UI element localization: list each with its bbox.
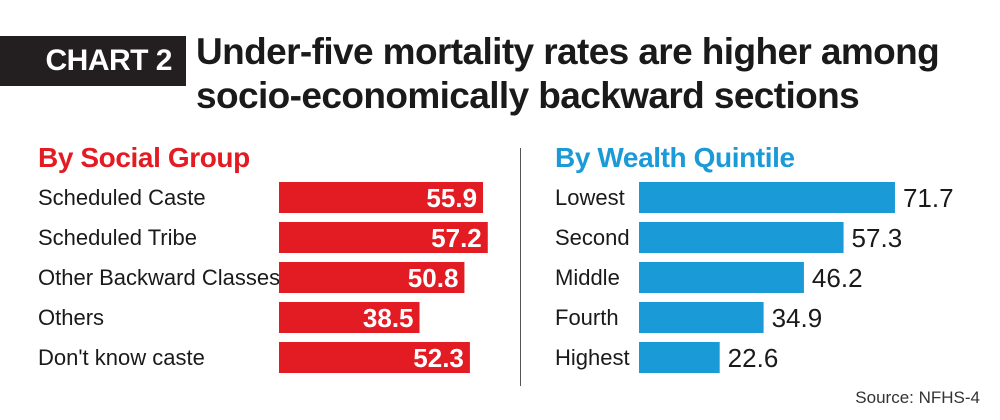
social-value-label: 52.3 — [413, 343, 464, 373]
social-value-label: 38.5 — [363, 303, 414, 333]
wealth-value-label: 22.6 — [728, 343, 779, 373]
wealth-bar — [639, 262, 804, 293]
wealth-value-label: 71.7 — [903, 183, 954, 213]
wealth-bar — [639, 182, 895, 213]
wealth-quintile-panel-title: By Wealth Quintile — [555, 142, 795, 173]
wealth-bar — [639, 302, 764, 333]
social-bar — [279, 182, 484, 213]
wealth-bar — [639, 222, 844, 253]
social-bar — [279, 302, 420, 333]
wealth-bar — [639, 342, 720, 373]
wealth-category-label: Fourth — [555, 305, 619, 330]
social-category-label: Scheduled Tribe — [38, 225, 197, 250]
social-value-label: 55.9 — [426, 183, 477, 213]
wealth-category-label: Lowest — [555, 185, 625, 210]
social-category-label: Other Backward Classes — [38, 265, 280, 290]
wealth-value-label: 34.9 — [772, 303, 823, 333]
wealth-category-label: Second — [555, 225, 630, 250]
social-value-label: 57.2 — [431, 223, 482, 253]
social-category-label: Scheduled Caste — [38, 185, 206, 210]
chart-badge-label: CHART 2 — [45, 44, 172, 77]
wealth-value-label: 57.3 — [852, 223, 903, 253]
social-group-panel-title: By Social Group — [38, 142, 250, 173]
chart-title: Under-five mortality rates are higher am… — [196, 31, 940, 116]
social-bar — [279, 222, 488, 253]
social-bar — [279, 262, 465, 293]
social-category-label: Don't know caste — [38, 345, 205, 370]
panel-divider — [520, 148, 521, 386]
source-note: Source: NFHS-4 — [855, 388, 980, 407]
social-value-label: 50.8 — [408, 263, 459, 293]
social-category-label: Others — [38, 305, 104, 330]
wealth-category-label: Middle — [555, 265, 620, 290]
wealth-category-label: Highest — [555, 345, 630, 370]
chart-badge: CHART 2 — [0, 36, 186, 86]
social-bar — [279, 342, 470, 373]
wealth-value-label: 46.2 — [812, 263, 863, 293]
